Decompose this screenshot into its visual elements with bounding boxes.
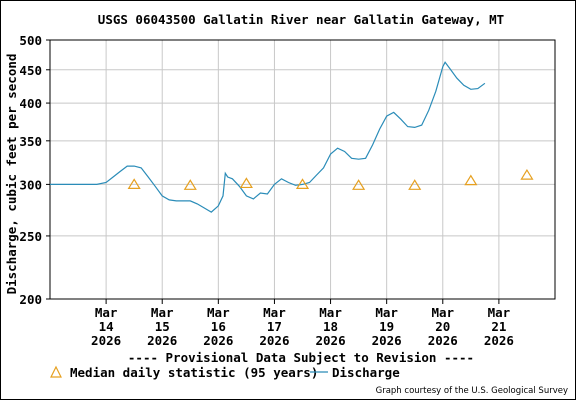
median-point bbox=[464, 174, 478, 186]
x-tick-label: Mar bbox=[431, 305, 454, 320]
x-tick-label: 18 bbox=[323, 319, 338, 334]
x-tick-label: 2026 bbox=[259, 333, 289, 348]
legend: Median daily statistic (95 years) Discha… bbox=[50, 365, 400, 380]
x-tick-label: 16 bbox=[211, 319, 226, 334]
legend-label-discharge: Discharge bbox=[332, 365, 400, 380]
chart-title: USGS 06043500 Gallatin River near Gallat… bbox=[98, 12, 504, 27]
median-point bbox=[352, 179, 366, 190]
grid-lines bbox=[50, 39, 555, 300]
median-point bbox=[239, 177, 253, 189]
y-tick-label: 300 bbox=[19, 177, 42, 192]
x-tick-label: 2026 bbox=[316, 333, 346, 348]
x-tick-label: Mar bbox=[319, 305, 342, 320]
x-tick-label: Mar bbox=[151, 305, 174, 320]
x-tick-label: 2026 bbox=[484, 333, 514, 348]
x-tick-label: 14 bbox=[99, 319, 114, 334]
x-tick-label: 2026 bbox=[91, 333, 121, 348]
x-tick-label: Mar bbox=[207, 305, 230, 320]
median-point bbox=[183, 179, 197, 190]
x-tick-label: 20 bbox=[435, 319, 450, 334]
x-tick-label: Mar bbox=[375, 305, 398, 320]
median-point bbox=[127, 178, 141, 189]
x-tick-label: 19 bbox=[379, 319, 394, 334]
x-tick-label: 15 bbox=[155, 319, 170, 334]
legend-triangle-icon bbox=[50, 365, 62, 378]
credit-text: Graph courtesy of the U.S. Geological Su… bbox=[376, 386, 568, 396]
x-tick-label: 21 bbox=[491, 319, 506, 334]
y-tick-label: 450 bbox=[19, 63, 42, 78]
x-tick-label: Mar bbox=[95, 305, 118, 320]
x-tick-label: Mar bbox=[263, 305, 286, 320]
median-point bbox=[520, 168, 534, 180]
x-tick-label: 2026 bbox=[203, 333, 233, 348]
median-point bbox=[295, 178, 310, 189]
y-tick-label: 350 bbox=[19, 134, 42, 149]
legend-label-median: Median daily statistic (95 years) bbox=[70, 365, 318, 380]
plot-area bbox=[49, 39, 556, 300]
y-tick-label: 200 bbox=[19, 292, 42, 307]
y-tick-label: 500 bbox=[19, 33, 42, 48]
x-axis-ticks: Mar142026Mar152026Mar162026Mar172026Mar1… bbox=[91, 299, 514, 348]
y-axis-ticks: 200 250 300 350 400 450 500 bbox=[19, 33, 50, 307]
x-tick-label: Mar bbox=[488, 305, 511, 320]
x-tick-label: 2026 bbox=[428, 333, 458, 348]
discharge-line bbox=[50, 61, 486, 213]
x-tick-label: 2026 bbox=[372, 333, 402, 348]
series-layer bbox=[50, 61, 534, 213]
y-tick-label: 400 bbox=[19, 96, 42, 111]
x-tick-label: 17 bbox=[267, 319, 282, 334]
median-point bbox=[408, 179, 422, 190]
provisional-notice: ---- Provisional Data Subject to Revisio… bbox=[128, 350, 474, 365]
y-tick-label: 250 bbox=[19, 229, 42, 244]
x-tick-label: 2026 bbox=[147, 333, 177, 348]
y-axis-label: Discharge, cubic feet per second bbox=[4, 54, 19, 295]
